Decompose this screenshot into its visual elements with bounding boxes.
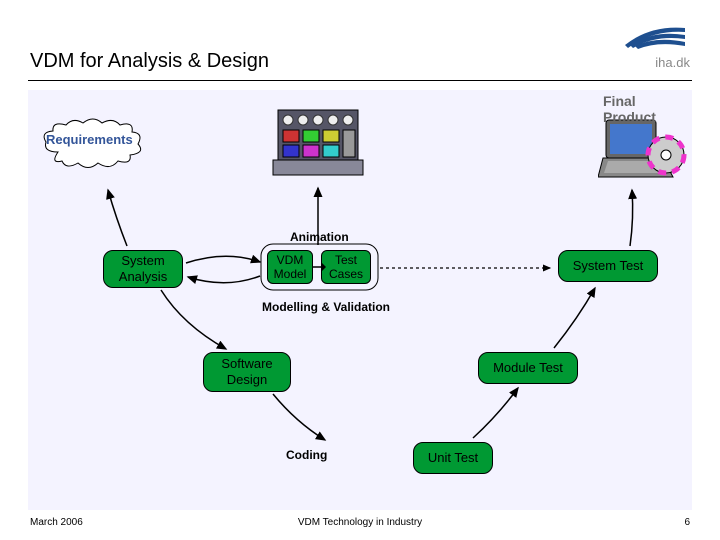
node-label: Module Test [493,360,563,376]
node-software-design: Software Design [203,352,291,392]
inner-arrow-icon [310,260,326,274]
footer-page-number: 6 [684,517,690,528]
node-label: Test Cases [329,253,363,282]
footer-date: March 2006 [30,517,83,528]
slide-title: VDM for Analysis & Design [30,50,269,73]
footer-title: VDM Technology in Industry [298,517,422,528]
label-modelling: Modelling & Validation [262,300,390,314]
node-label: VDM Model [274,253,307,282]
label-coding: Coding [286,448,327,462]
node-module-test: Module Test [478,352,578,384]
control-panel-icon [268,100,368,185]
node-unit-test: Unit Test [413,442,493,474]
logo-waves-icon [620,20,690,55]
node-label: System Test [573,258,644,274]
logo-text: iha.dk [655,55,690,70]
label-animation: Animation [290,230,349,244]
diagram-area: Requirements [28,90,692,510]
node-vdm-model: VDM Model [267,250,313,284]
title-underline [28,80,692,81]
node-label: Unit Test [428,450,478,466]
requirements-cloud: Requirements [46,132,133,147]
node-system-test: System Test [558,250,658,282]
node-label: System Analysis [119,253,167,284]
node-label: Software Design [221,356,272,387]
final-product-label: Final Product [603,93,656,125]
laptop-product-icon [598,115,688,190]
node-system-analysis: System Analysis [103,250,183,288]
requirements-label: Requirements [46,132,133,147]
node-test-cases: Test Cases [321,250,371,284]
